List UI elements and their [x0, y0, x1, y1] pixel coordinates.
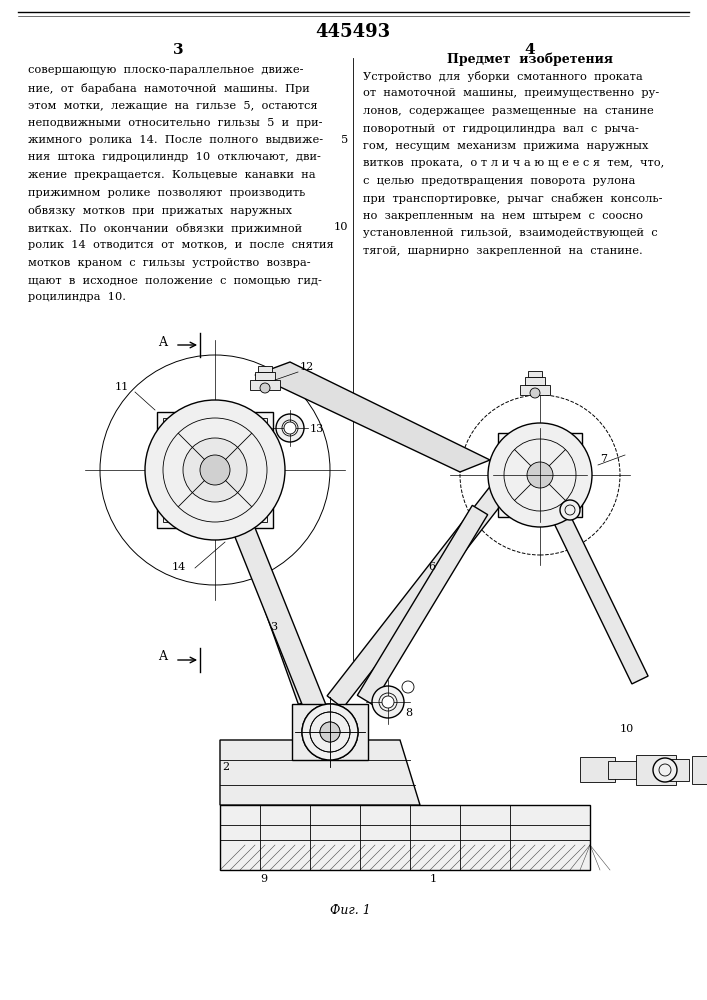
Bar — [608, 761, 638, 779]
Text: Устройство  для  уборки  смотанного  проката: Устройство для уборки смотанного проката — [363, 71, 643, 82]
Text: Фиг. 1: Фиг. 1 — [329, 904, 370, 916]
Circle shape — [302, 704, 358, 760]
Bar — [258, 366, 272, 372]
Text: A: A — [158, 650, 168, 664]
Bar — [157, 412, 273, 528]
Circle shape — [560, 500, 580, 520]
Text: лонов,  содержащее  размещенные  на  станине: лонов, содержащее размещенные на станине — [363, 106, 654, 116]
Text: витках.  По  окончании  обвязки  прижимной: витках. По окончании обвязки прижимной — [28, 223, 302, 233]
Text: совершающую  плоско-параллельное  движе-: совершающую плоско-параллельное движе- — [28, 65, 303, 75]
Polygon shape — [233, 518, 312, 704]
Circle shape — [488, 423, 592, 527]
Text: 6: 6 — [428, 562, 435, 572]
Text: витков  проката,  о т л и ч а ю щ е е с я  тем,  что,: витков проката, о т л и ч а ю щ е е с я … — [363, 158, 665, 168]
Bar — [163, 418, 267, 522]
Text: прижимном  ролике  позволяют  производить: прижимном ролике позволяют производить — [28, 188, 305, 198]
Bar — [255, 372, 275, 380]
Bar — [498, 433, 582, 517]
Bar — [292, 704, 368, 760]
Circle shape — [145, 400, 285, 540]
Text: установленной  гильзой,  взаимодействующей  с: установленной гильзой, взаимодействующей… — [363, 229, 658, 238]
Text: 10: 10 — [334, 223, 348, 232]
Text: 12: 12 — [300, 362, 314, 372]
Circle shape — [384, 698, 392, 706]
Circle shape — [183, 438, 247, 502]
Text: 10: 10 — [620, 724, 634, 734]
Circle shape — [284, 422, 296, 434]
Text: гом,  несущим  механизм  прижима  наружных: гом, несущим механизм прижима наружных — [363, 141, 648, 151]
Text: тягой,  шарнирно  закрепленной  на  станине.: тягой, шарнирно закрепленной на станине. — [363, 246, 643, 256]
Bar — [580, 757, 615, 782]
Polygon shape — [357, 505, 488, 705]
Text: роцилиндра  10.: роцилиндра 10. — [28, 292, 126, 302]
Text: 11: 11 — [115, 382, 129, 392]
Text: 445493: 445493 — [315, 23, 390, 41]
Bar — [520, 385, 550, 395]
Text: 3: 3 — [173, 43, 183, 57]
Text: поворотный  от  гидроцилиндра  вал  с  рыча-: поворотный от гидроцилиндра вал с рыча- — [363, 123, 639, 133]
Circle shape — [302, 704, 358, 760]
Circle shape — [402, 681, 414, 693]
Circle shape — [320, 722, 340, 742]
Polygon shape — [230, 516, 335, 736]
Text: жимного  ролика  14.  После  полного  выдвиже-: жимного ролика 14. После полного выдвиже… — [28, 135, 323, 145]
Circle shape — [653, 758, 677, 782]
Bar — [250, 380, 280, 390]
Bar — [528, 371, 542, 377]
Text: жение  прекращается.  Кольцевые  канавки  на: жение прекращается. Кольцевые канавки на — [28, 170, 315, 180]
Bar — [692, 756, 707, 784]
Text: 7: 7 — [600, 454, 607, 464]
Text: Предмет  изобретения: Предмет изобретения — [447, 52, 613, 66]
Text: но  закрепленным  на  нем  штырем  с  соосно: но закрепленным на нем штырем с соосно — [363, 211, 643, 221]
Text: мотков  краном  с  гильзы  устройство  возвра-: мотков краном с гильзы устройство возвра… — [28, 257, 310, 267]
Polygon shape — [552, 511, 648, 684]
Bar — [525, 377, 545, 385]
Text: A: A — [158, 336, 168, 349]
Text: 2: 2 — [222, 762, 229, 772]
Circle shape — [530, 388, 540, 398]
Text: 13: 13 — [310, 424, 325, 434]
Polygon shape — [220, 740, 420, 805]
Circle shape — [372, 686, 404, 718]
Circle shape — [276, 414, 304, 442]
Bar — [664, 759, 689, 781]
Circle shape — [287, 425, 293, 431]
Text: этом  мотки,  лежащие  на  гильзе  5,  остаются: этом мотки, лежащие на гильзе 5, остаютс… — [28, 100, 317, 110]
Text: 14: 14 — [172, 562, 186, 572]
Circle shape — [527, 462, 553, 488]
Circle shape — [260, 383, 270, 393]
Text: ния  штока  гидроцилиндр  10  отключают,  дви-: ния штока гидроцилиндр 10 отключают, дви… — [28, 152, 321, 162]
Circle shape — [320, 722, 340, 742]
Circle shape — [200, 455, 230, 485]
Text: 3: 3 — [270, 622, 277, 632]
Bar — [636, 755, 676, 785]
Text: 8: 8 — [405, 708, 412, 718]
Text: от  намоточной  машины,  преимущественно  ру-: от намоточной машины, преимущественно ру… — [363, 89, 659, 99]
Polygon shape — [220, 805, 590, 870]
Text: при  транспортировке,  рычаг  снабжен  консоль-: при транспортировке, рычаг снабжен консо… — [363, 194, 662, 205]
Text: с  целью  предотвращения  поворота  рулона: с целью предотвращения поворота рулона — [363, 176, 636, 186]
Text: неподвижными  относительно  гильзы  5  и  при-: неподвижными относительно гильзы 5 и при… — [28, 117, 322, 127]
Text: щают  в  исходное  положение  с  помощью  гид-: щают в исходное положение с помощью гид- — [28, 275, 322, 285]
Text: 4: 4 — [525, 43, 535, 57]
Text: 9: 9 — [260, 874, 267, 884]
Polygon shape — [327, 484, 508, 708]
Text: 1: 1 — [430, 874, 437, 884]
Text: ролик  14  отводится  от  мотков,  и  после  снятия: ролик 14 отводится от мотков, и после сн… — [28, 240, 334, 250]
Polygon shape — [255, 362, 490, 472]
Text: 5: 5 — [341, 135, 348, 145]
Circle shape — [382, 696, 394, 708]
Text: ние,  от  барабана  намоточной  машины.  При: ние, от барабана намоточной машины. При — [28, 83, 310, 94]
Text: обвязку  мотков  при  прижатых  наружных: обвязку мотков при прижатых наружных — [28, 205, 292, 216]
